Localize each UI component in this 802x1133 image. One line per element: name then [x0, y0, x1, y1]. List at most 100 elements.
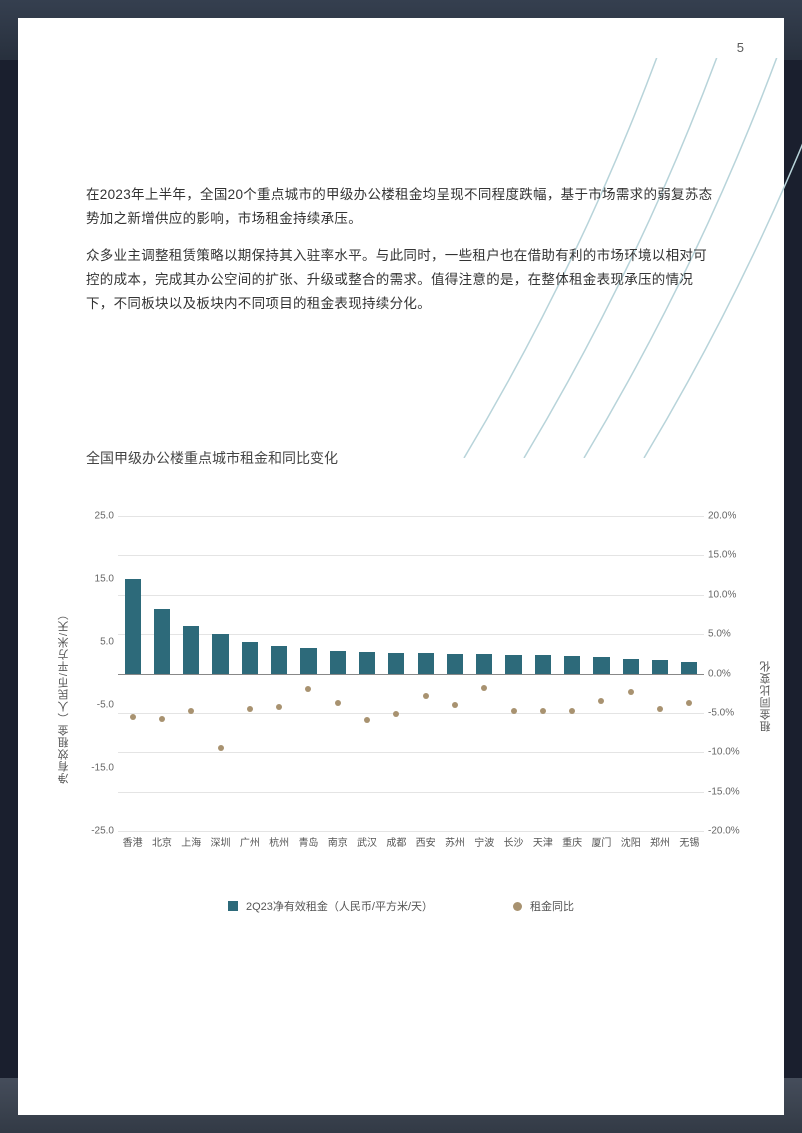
scatter-dot	[247, 706, 253, 712]
scatter-dot	[364, 717, 370, 723]
x-tick-label: 天津	[533, 834, 553, 849]
y-tick-left: 15.0	[84, 574, 114, 585]
scatter-dot	[276, 704, 282, 710]
bar	[593, 657, 609, 674]
legend-label: 2Q23净有效租金（人民币/平方米/天）	[246, 898, 433, 914]
chart-title: 全国甲级办公楼重点城市租金和同比变化	[86, 448, 744, 468]
scatter-dot	[657, 706, 663, 712]
x-tick-label: 重庆	[562, 834, 582, 849]
chart-section: 全国甲级办公楼重点城市租金和同比变化 净有效租金（人民币/平方米/天） 租金同比…	[86, 448, 744, 876]
x-tick-label: 西安	[416, 834, 436, 849]
x-tick-label: 深圳	[211, 834, 231, 849]
bar	[564, 656, 580, 674]
bar	[271, 646, 287, 674]
scatter-dot	[335, 700, 341, 706]
y-tick-right: 10.0%	[708, 589, 744, 600]
bar	[623, 659, 639, 673]
y-tick-right: 5.0%	[708, 629, 744, 640]
y-tick-right: 0.0%	[708, 668, 744, 679]
y-tick-right: -20.0%	[708, 826, 744, 837]
scatter-dot	[218, 745, 224, 751]
x-tick-label: 郑州	[650, 834, 670, 849]
grid-line	[118, 595, 704, 596]
scatter-dot	[188, 708, 194, 714]
y-axis-right-label: 租金同比变化	[758, 660, 774, 732]
scatter-dot	[423, 693, 429, 699]
scatter-dot	[511, 708, 517, 714]
bar	[154, 609, 170, 673]
y-tick-left: 25.0	[84, 511, 114, 522]
grid-line	[118, 674, 704, 675]
x-tick-label: 无锡	[679, 834, 699, 849]
y-tick-left: -5.0	[84, 700, 114, 711]
grid-line	[118, 634, 704, 635]
scatter-dot	[598, 698, 604, 704]
legend-square-icon	[228, 901, 238, 911]
legend-item-dot: 租金同比	[513, 898, 574, 914]
plot-area: 20.0%15.0%10.0%5.0%0.0%-5.0%-10.0%-15.0%…	[118, 516, 704, 831]
bar	[447, 654, 463, 674]
bar	[652, 660, 668, 673]
x-tick-label: 上海	[181, 834, 201, 849]
bar	[535, 655, 551, 673]
scatter-dot	[628, 689, 634, 695]
bar	[330, 651, 346, 674]
scatter-dot	[686, 700, 692, 706]
x-tick-label: 北京	[152, 834, 172, 849]
page-card: 5 在2023年上半年，全国20个重点城市的甲级办公楼租金均呈现不同程度跌幅，基…	[18, 18, 784, 1115]
bar	[242, 642, 258, 674]
grid-line	[118, 831, 704, 832]
y-tick-right: -15.0%	[708, 786, 744, 797]
x-tick-label: 厦门	[591, 834, 611, 849]
scatter-dot	[393, 711, 399, 717]
grid-line	[118, 516, 704, 517]
bar	[505, 655, 521, 674]
chart-canvas: 净有效租金（人民币/平方米/天） 租金同比变化 20.0%15.0%10.0%5…	[86, 516, 746, 876]
x-tick-label: 杭州	[269, 834, 289, 849]
scatter-dot	[305, 686, 311, 692]
x-tick-label: 广州	[240, 834, 260, 849]
x-tick-label: 宁波	[474, 834, 494, 849]
y-tick-right: -10.0%	[708, 747, 744, 758]
x-tick-label: 南京	[328, 834, 348, 849]
bar	[418, 653, 434, 673]
paragraph: 众多业主调整租赁策略以期保持其入驻率水平。与此同时，一些租户也在借助有利的市场环…	[86, 244, 716, 315]
grid-line	[118, 713, 704, 714]
bar	[183, 626, 199, 673]
scatter-dot	[540, 708, 546, 714]
bar	[125, 579, 141, 674]
y-tick-left: -15.0	[84, 763, 114, 774]
grid-line	[118, 752, 704, 753]
grid-line	[118, 792, 704, 793]
bar	[681, 662, 697, 674]
x-tick-label: 青岛	[298, 834, 318, 849]
scatter-dot	[569, 708, 575, 714]
x-tick-label: 长沙	[504, 834, 524, 849]
body-text: 在2023年上半年，全国20个重点城市的甲级办公楼租金均呈现不同程度跌幅，基于市…	[86, 183, 716, 329]
y-tick-left: 5.0	[84, 637, 114, 648]
x-tick-label: 苏州	[445, 834, 465, 849]
page-number: 5	[737, 40, 744, 55]
scatter-dot	[130, 714, 136, 720]
scatter-dot	[159, 716, 165, 722]
y-tick-right: 20.0%	[708, 511, 744, 522]
bar	[212, 634, 228, 674]
chart-legend: 2Q23净有效租金（人民币/平方米/天） 租金同比	[18, 898, 784, 914]
y-tick-right: 15.0%	[708, 550, 744, 561]
x-tick-label: 武汉	[357, 834, 377, 849]
scatter-dot	[452, 702, 458, 708]
scatter-dot	[481, 685, 487, 691]
bar	[359, 652, 375, 673]
x-tick-label: 成都	[386, 834, 406, 849]
legend-item-bar: 2Q23净有效租金（人民币/平方米/天）	[228, 898, 433, 914]
paragraph: 在2023年上半年，全国20个重点城市的甲级办公楼租金均呈现不同程度跌幅，基于市…	[86, 183, 716, 230]
y-tick-left: -25.0	[84, 826, 114, 837]
bar	[388, 653, 404, 674]
y-axis-left-label: 净有效租金（人民币/平方米/天）	[56, 608, 72, 784]
x-tick-label: 香港	[123, 834, 143, 849]
bar	[300, 648, 316, 673]
grid-line	[118, 555, 704, 556]
y-tick-right: -5.0%	[708, 707, 744, 718]
legend-circle-icon	[513, 902, 522, 911]
bar	[476, 654, 492, 674]
